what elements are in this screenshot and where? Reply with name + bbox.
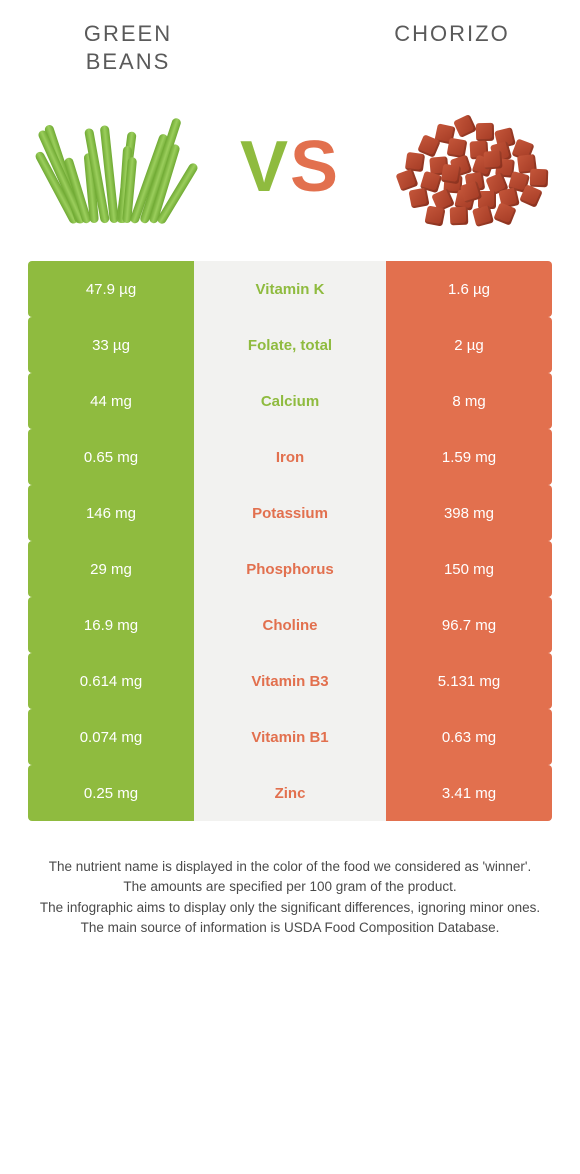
title-row: GREEN BEANS CHORIZO: [28, 20, 552, 75]
left-value-cell: 146 mg: [28, 485, 194, 541]
right-value-cell: 8 mg: [386, 373, 552, 429]
right-value-cell: 1.59 mg: [386, 429, 552, 485]
table-row: 146 mgPotassium398 mg: [28, 485, 552, 541]
infographic: GREEN BEANS CHORIZO VS 47.9 µgVitamin K1…: [0, 0, 580, 958]
table-row: 33 µgFolate, total2 µg: [28, 317, 552, 373]
left-value-cell: 47.9 µg: [28, 261, 194, 317]
right-value-cell: 0.63 mg: [386, 709, 552, 765]
left-value-cell: 0.25 mg: [28, 765, 194, 821]
table-row: 0.25 mgZinc3.41 mg: [28, 765, 552, 821]
left-value-cell: 44 mg: [28, 373, 194, 429]
left-value-cell: 0.074 mg: [28, 709, 194, 765]
nutrient-name-cell: Calcium: [194, 373, 386, 429]
nutrient-name-cell: Vitamin B3: [194, 653, 386, 709]
table-row: 0.074 mgVitamin B10.63 mg: [28, 709, 552, 765]
vs-v: V: [240, 127, 290, 207]
table-row: 0.65 mgIron1.59 mg: [28, 429, 552, 485]
vs-label: VS: [240, 131, 340, 203]
nutrient-name-cell: Folate, total: [194, 317, 386, 373]
right-food-image: [386, 97, 546, 237]
nutrient-name-cell: Vitamin K: [194, 261, 386, 317]
left-food-title: GREEN BEANS: [38, 20, 218, 75]
footnote-line: The infographic aims to display only the…: [38, 898, 542, 918]
right-value-cell: 96.7 mg: [386, 597, 552, 653]
right-value-cell: 150 mg: [386, 541, 552, 597]
footnotes: The nutrient name is displayed in the co…: [28, 857, 552, 958]
right-food-title: CHORIZO: [362, 20, 542, 48]
left-value-cell: 0.65 mg: [28, 429, 194, 485]
table-row: 29 mgPhosphorus150 mg: [28, 541, 552, 597]
green-beans-icon: [49, 107, 179, 227]
footnote-line: The main source of information is USDA F…: [38, 918, 542, 938]
table-row: 47.9 µgVitamin K1.6 µg: [28, 261, 552, 317]
footnote-line: The amounts are specified per 100 gram o…: [38, 877, 542, 897]
right-value-cell: 5.131 mg: [386, 653, 552, 709]
right-value-cell: 2 µg: [386, 317, 552, 373]
left-value-cell: 29 mg: [28, 541, 194, 597]
nutrient-name-cell: Potassium: [194, 485, 386, 541]
left-value-cell: 16.9 mg: [28, 597, 194, 653]
left-value-cell: 0.614 mg: [28, 653, 194, 709]
table-row: 16.9 mgCholine96.7 mg: [28, 597, 552, 653]
nutrient-name-cell: Zinc: [194, 765, 386, 821]
comparison-table: 47.9 µgVitamin K1.6 µg33 µgFolate, total…: [28, 261, 552, 821]
table-row: 0.614 mgVitamin B35.131 mg: [28, 653, 552, 709]
right-value-cell: 398 mg: [386, 485, 552, 541]
nutrient-name-cell: Choline: [194, 597, 386, 653]
footnote-line: The nutrient name is displayed in the co…: [38, 857, 542, 877]
left-value-cell: 33 µg: [28, 317, 194, 373]
right-value-cell: 3.41 mg: [386, 765, 552, 821]
nutrient-name-cell: Vitamin B1: [194, 709, 386, 765]
left-food-image: [34, 97, 194, 237]
nutrient-name-cell: Phosphorus: [194, 541, 386, 597]
chorizo-icon: [386, 107, 546, 227]
right-value-cell: 1.6 µg: [386, 261, 552, 317]
nutrient-name-cell: Iron: [194, 429, 386, 485]
table-row: 44 mgCalcium8 mg: [28, 373, 552, 429]
image-row: VS: [28, 97, 552, 237]
vs-s: S: [290, 127, 340, 207]
